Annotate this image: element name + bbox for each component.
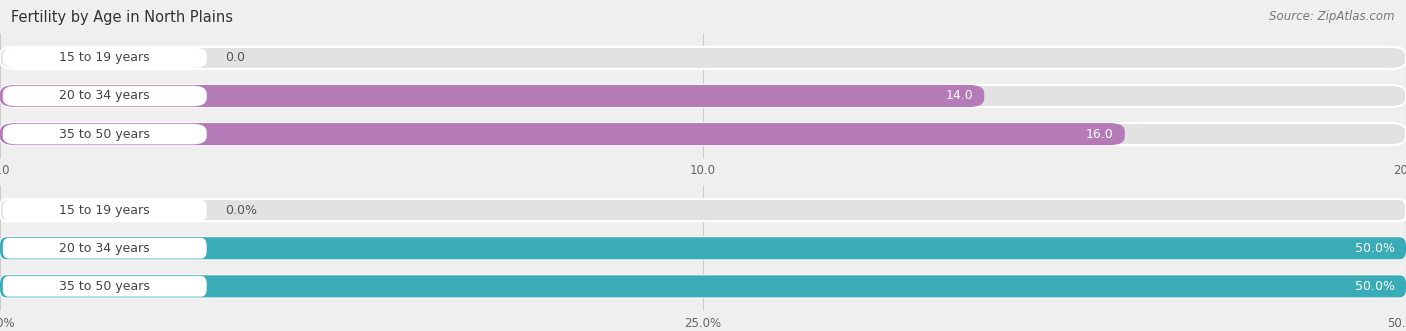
Text: 0.0%: 0.0% xyxy=(225,204,257,216)
Text: 16.0: 16.0 xyxy=(1085,128,1114,141)
Text: 15 to 19 years: 15 to 19 years xyxy=(59,51,150,64)
Text: 14.0: 14.0 xyxy=(945,89,973,103)
Text: Fertility by Age in North Plains: Fertility by Age in North Plains xyxy=(11,10,233,25)
Text: 50.0%: 50.0% xyxy=(1355,280,1395,293)
FancyBboxPatch shape xyxy=(0,237,1406,259)
FancyBboxPatch shape xyxy=(0,123,1406,145)
FancyBboxPatch shape xyxy=(3,124,207,144)
FancyBboxPatch shape xyxy=(0,275,1406,298)
Text: 50.0%: 50.0% xyxy=(1355,242,1395,255)
Text: 35 to 50 years: 35 to 50 years xyxy=(59,280,150,293)
FancyBboxPatch shape xyxy=(0,123,1125,145)
FancyBboxPatch shape xyxy=(0,85,1406,107)
Text: Source: ZipAtlas.com: Source: ZipAtlas.com xyxy=(1270,10,1395,23)
FancyBboxPatch shape xyxy=(3,200,207,220)
FancyBboxPatch shape xyxy=(3,276,207,297)
FancyBboxPatch shape xyxy=(3,238,207,259)
Text: 35 to 50 years: 35 to 50 years xyxy=(59,128,150,141)
FancyBboxPatch shape xyxy=(0,85,984,107)
Text: 20 to 34 years: 20 to 34 years xyxy=(59,89,150,103)
FancyBboxPatch shape xyxy=(3,48,207,68)
FancyBboxPatch shape xyxy=(0,199,1406,221)
FancyBboxPatch shape xyxy=(0,237,1406,259)
FancyBboxPatch shape xyxy=(3,86,207,106)
Text: 15 to 19 years: 15 to 19 years xyxy=(59,204,150,216)
FancyBboxPatch shape xyxy=(0,275,1406,298)
Text: 20 to 34 years: 20 to 34 years xyxy=(59,242,150,255)
FancyBboxPatch shape xyxy=(0,47,1406,69)
Text: 0.0: 0.0 xyxy=(225,51,245,64)
